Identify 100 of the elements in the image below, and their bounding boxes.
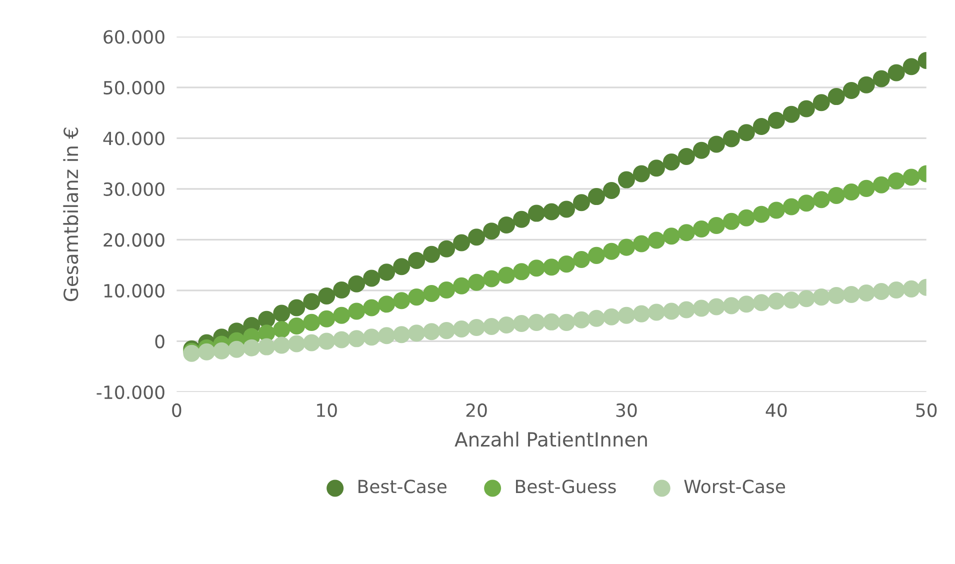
- point: [393, 326, 410, 344]
- point: [842, 286, 860, 304]
- point: [782, 198, 800, 216]
- point: [483, 270, 500, 288]
- point: [872, 70, 890, 88]
- point: [602, 182, 620, 199]
- point: [423, 285, 440, 302]
- point: [243, 339, 260, 356]
- x-tick-label: 40: [766, 403, 787, 418]
- point: [902, 280, 920, 298]
- point: [348, 275, 366, 292]
- point: [438, 322, 456, 340]
- point: [812, 94, 830, 112]
- point: [273, 336, 290, 354]
- point: [228, 340, 246, 358]
- point: [588, 246, 605, 264]
- y-tick-label: 10.000: [104, 284, 164, 298]
- point: [828, 88, 845, 106]
- point: [872, 282, 890, 300]
- point: [498, 266, 516, 284]
- point: [333, 306, 350, 324]
- point: [632, 165, 650, 182]
- point: [752, 294, 770, 312]
- point: [363, 299, 380, 316]
- point: [273, 321, 290, 338]
- point: [558, 256, 576, 273]
- point: [303, 314, 320, 331]
- point: [722, 212, 740, 230]
- point: [648, 304, 665, 321]
- point: [782, 106, 800, 123]
- point: [618, 238, 635, 256]
- point: [722, 297, 740, 314]
- point: [468, 319, 486, 336]
- point: [678, 148, 695, 165]
- point: [378, 327, 396, 344]
- point: [318, 310, 336, 328]
- point: [408, 252, 426, 270]
- point: [543, 313, 560, 330]
- point: [648, 160, 665, 177]
- point: [363, 328, 380, 346]
- x-tick-label: 10: [317, 403, 337, 418]
- point: [528, 204, 546, 222]
- point: [662, 228, 680, 245]
- point: [303, 293, 320, 310]
- point: [768, 202, 785, 219]
- point: [782, 292, 800, 309]
- x-tick-label: 30: [616, 403, 637, 418]
- point: [453, 277, 470, 294]
- point: [213, 342, 230, 360]
- point: [273, 304, 290, 322]
- point: [333, 331, 350, 348]
- point: [722, 130, 740, 148]
- x-axis-title: Anzahl PatientInnen: [454, 432, 647, 447]
- point: [453, 320, 470, 338]
- point: [483, 222, 500, 240]
- point: [798, 100, 815, 118]
- point: [602, 242, 620, 260]
- point: [618, 171, 635, 188]
- point: [423, 246, 440, 263]
- point: [768, 112, 785, 129]
- point: [738, 296, 755, 313]
- point: [888, 172, 905, 190]
- point: [423, 323, 440, 340]
- point: [572, 311, 590, 328]
- point: [858, 180, 875, 197]
- point: [528, 260, 546, 277]
- point: [888, 281, 905, 298]
- point: [708, 216, 725, 234]
- point: [572, 194, 590, 212]
- point: [842, 183, 860, 200]
- point: [408, 324, 426, 342]
- point: [498, 316, 516, 334]
- legend-label: Worst-Case: [684, 480, 786, 494]
- x-tick-label: 20: [466, 403, 487, 418]
- point: [842, 82, 860, 99]
- point: [513, 210, 530, 228]
- point: [543, 203, 560, 220]
- point: [198, 343, 216, 360]
- legend-label: Best-Case: [358, 480, 446, 494]
- point: [483, 318, 500, 336]
- point: [288, 335, 306, 352]
- point: [468, 274, 486, 291]
- point: [468, 228, 486, 246]
- y-tick-label: 60.000: [104, 30, 164, 44]
- point: [528, 314, 546, 331]
- point: [393, 258, 410, 276]
- y-tick-label: 20.000: [104, 233, 164, 247]
- point: [348, 330, 366, 348]
- point: [662, 154, 680, 171]
- point: [828, 287, 845, 304]
- point: [363, 270, 380, 287]
- point: [902, 58, 920, 76]
- point: [708, 298, 725, 316]
- point: [768, 292, 785, 310]
- point: [258, 338, 276, 356]
- point: [318, 332, 336, 350]
- point: [632, 235, 650, 252]
- point: [602, 308, 620, 326]
- point: [812, 288, 830, 306]
- point: [438, 240, 456, 258]
